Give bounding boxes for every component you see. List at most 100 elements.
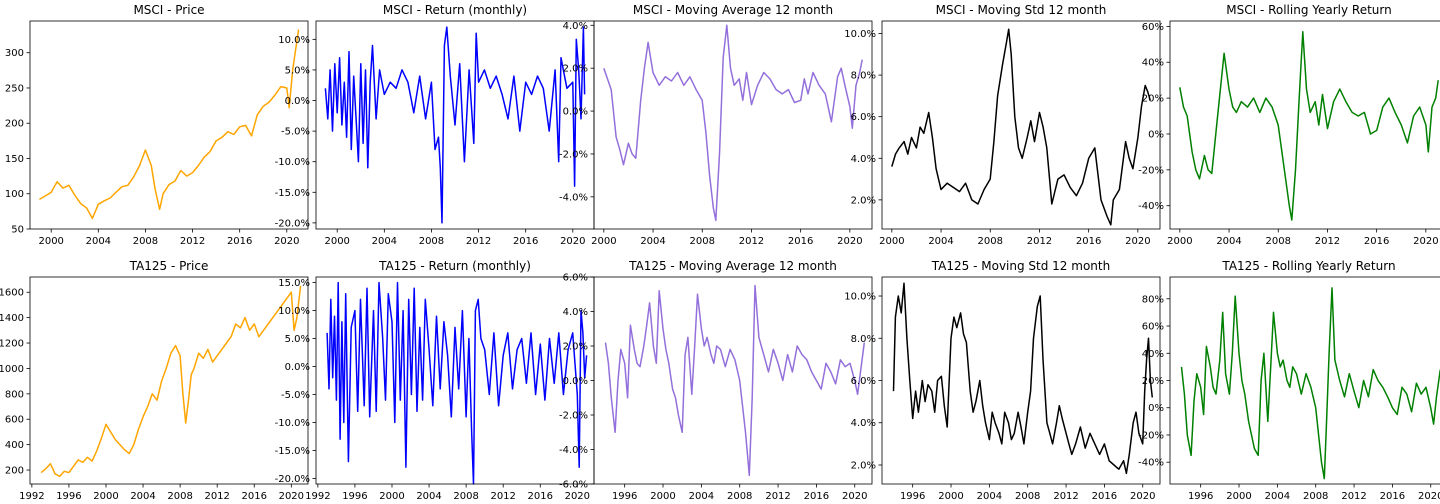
y-tick-label: 0.0%	[285, 362, 310, 373]
y-tick-label: -15.0%	[275, 446, 310, 457]
chart-title: MSCI - Moving Average 12 month	[633, 3, 833, 17]
y-tick-label: 1400	[0, 313, 24, 324]
x-tick-label: 2012	[739, 236, 764, 247]
x-tick-label: 2008	[1303, 491, 1328, 502]
x-tick-label: 2012	[490, 491, 515, 502]
y-tick-label: 20%	[1142, 94, 1164, 105]
x-tick-label: 2020	[560, 236, 585, 247]
y-tick-label: 400	[5, 440, 24, 451]
x-tick-label: 2004	[689, 491, 714, 502]
y-tick-label: 100	[5, 189, 24, 200]
x-tick-label: 2012	[466, 236, 491, 247]
x-tick-label: 2016	[1092, 491, 1117, 502]
x-tick-label: 2000	[324, 236, 349, 247]
chart-panel-6: TA125 - Return (monthly) 1992 1996 2000 2004…	[275, 259, 595, 502]
x-tick-label: 2004	[372, 236, 397, 247]
y-tick-label: 2.0%	[851, 195, 876, 206]
x-tick-label: 2020	[274, 236, 299, 247]
y-tick-label: 60%	[1142, 322, 1164, 333]
chart-title: MSCI - Moving Std 12 month	[936, 3, 1107, 17]
chart-title: MSCI - Return (monthly)	[383, 3, 527, 17]
y-tick-label: 0.0%	[563, 376, 588, 387]
y-tick-label: 4.0%	[851, 154, 876, 165]
y-tick-label: -6.0%	[559, 480, 588, 491]
y-tick-label: 15.0%	[278, 278, 310, 289]
y-tick-label: 0%	[1148, 129, 1164, 140]
x-tick-label: 2012	[1315, 236, 1340, 247]
y-tick-label: 2.0%	[563, 64, 588, 75]
y-tick-label: 200	[5, 119, 24, 130]
x-tick-label: 2008	[1266, 236, 1291, 247]
chart-panel-3: MSCI - Moving Std 12 month 2000 2004 2008 20…	[844, 3, 1161, 247]
y-tick-label: 20%	[1142, 376, 1164, 387]
chart-panel-0: MSCI - Price 2000 2004 2008 2012 2016 2020 50 10…	[5, 3, 309, 247]
series-line	[324, 26, 586, 224]
x-tick-label: 2020	[1130, 491, 1155, 502]
chart-panel-9: TA125 - Rolling Yearly Return 1996 2000 200…	[1138, 259, 1440, 502]
y-tick-label: -40%	[1138, 201, 1164, 212]
chart-panel-8: TA125 - Moving Std 12 month 1996 2000 2004 2…	[844, 259, 1161, 502]
x-tick-label: 2000	[879, 236, 904, 247]
x-tick-label: 2000	[591, 236, 616, 247]
y-tick-label: -2.0%	[559, 149, 588, 160]
chart-panel-7: TA125 - Moving Average 12 month 1996 2000 2…	[559, 259, 873, 502]
x-tick-label: 2000	[93, 491, 118, 502]
series-line	[326, 281, 588, 485]
axes-frame	[315, 276, 595, 485]
y-tick-label: 1600	[0, 288, 24, 299]
x-tick-label: 2020	[565, 491, 590, 502]
x-tick-label: 2016	[804, 491, 829, 502]
y-tick-label: 4.0%	[563, 307, 588, 318]
x-tick-label: 2000	[938, 491, 963, 502]
y-tick-label: 0.0%	[285, 96, 310, 107]
chart-title: MSCI - Price	[133, 3, 204, 17]
y-tick-label: -4.0%	[559, 192, 588, 203]
axes-frame	[593, 20, 873, 230]
x-tick-label: 2008	[1015, 491, 1040, 502]
x-tick-label: 2008	[167, 491, 192, 502]
y-tick-label: -20.0%	[275, 218, 310, 229]
y-tick-label: -15.0%	[275, 188, 310, 199]
y-tick-label: 2.0%	[563, 342, 588, 353]
x-tick-label: 2020	[279, 491, 304, 502]
y-tick-label: 4.0%	[563, 21, 588, 32]
y-tick-label: -4.0%	[559, 445, 588, 456]
x-tick-label: 2004	[977, 491, 1002, 502]
y-tick-label: 50	[11, 225, 24, 236]
x-tick-label: 2004	[1265, 491, 1290, 502]
y-tick-label: 0%	[1148, 403, 1164, 414]
x-tick-label: 1996	[342, 491, 367, 502]
y-tick-label: 80%	[1142, 294, 1164, 305]
x-tick-label: 2012	[1053, 491, 1078, 502]
chart-title: TA125 - Return (monthly)	[378, 259, 531, 273]
y-tick-label: 60%	[1142, 22, 1164, 33]
x-tick-label: 2016	[242, 491, 267, 502]
y-tick-label: -5.0%	[281, 127, 310, 138]
x-tick-label: 2008	[978, 236, 1003, 247]
chart-panel-1: MSCI - Return (monthly) 2000 2004 2008 2012 2…	[275, 3, 595, 247]
y-tick-label: 0.0%	[563, 107, 588, 118]
y-tick-label: 6.0%	[563, 273, 588, 284]
x-tick-label: 2016	[227, 236, 252, 247]
y-tick-label: 2.0%	[851, 460, 876, 471]
x-tick-label: 2020	[842, 491, 867, 502]
axes-frame	[881, 20, 1161, 230]
x-tick-label: 2020	[1125, 236, 1150, 247]
x-tick-label: 2016	[528, 491, 553, 502]
y-tick-label: -40%	[1138, 458, 1164, 469]
series-line	[603, 24, 863, 222]
x-tick-label: 2012	[765, 491, 790, 502]
chart-title: TA125 - Price	[129, 259, 209, 273]
chart-title: TA125 - Rolling Yearly Return	[1221, 259, 1395, 273]
x-tick-label: 2004	[130, 491, 155, 502]
y-tick-label: 150	[5, 154, 24, 165]
x-tick-label: 2004	[928, 236, 953, 247]
axes-frame	[29, 20, 309, 230]
x-tick-label: 2000	[1226, 491, 1251, 502]
y-tick-label: 40%	[1142, 58, 1164, 69]
y-tick-label: 800	[5, 389, 24, 400]
series-line	[40, 285, 302, 478]
y-tick-label: 5.0%	[285, 334, 310, 345]
x-tick-label: 2000	[38, 236, 63, 247]
